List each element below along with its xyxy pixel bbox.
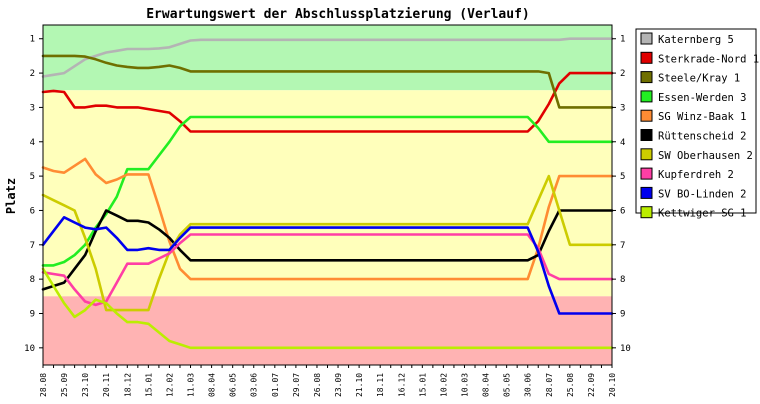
legend-box [635,28,757,214]
x-tick-label: 11.03 [187,373,196,397]
y-tick-label-right: 4 [620,138,625,148]
series-line-7 [41,174,614,312]
legend-label: Essen-Werden 3 [658,92,747,104]
x-tick-label: 18.12 [123,373,132,397]
series-line-6 [41,209,614,291]
x-tick-label: 23.10 [81,373,90,397]
legend-swatch [640,51,653,64]
x-tick-label: 08.04 [208,373,217,397]
legend-label: Kupferdreh 2 [658,169,734,181]
y-tick-label-right: 6 [620,206,625,216]
x-tick-label: 05.05 [503,373,512,397]
x-tick-label: 26.08 [313,373,322,397]
y-tick-label-right: 2 [620,69,625,79]
series-line-10 [41,267,614,350]
series-line-9 [41,216,614,315]
legend: Katernberg 5 Sterkrade-Nord 1 Steele/Kray … [635,28,759,220]
y-tick-label-right: 8 [620,275,625,285]
series-line-4 [41,115,614,267]
y-tick-label-left: 5 [30,172,35,182]
legend-swatch [640,206,653,219]
legend-label: Sterkrade-Nord 1 [658,53,759,65]
legend-swatch [640,32,653,45]
legend-swatch [640,167,653,180]
x-tick-label: 08.04 [482,373,491,397]
y-tick-label-left: 4 [30,138,35,148]
x-tick-label: 10.02 [439,373,448,397]
x-tick-label: 12.02 [165,373,174,397]
y-tick-label-right: 1 [620,35,625,45]
x-tick-label: 15.01 [418,373,427,397]
y-tick-label-right: 10 [620,344,631,354]
x-tick-label: 25.09 [60,373,69,397]
y-tick-label-right: 3 [620,103,625,113]
x-tick-label: 06.05 [229,373,238,397]
y-tick-label-right: 9 [620,309,625,319]
y-tick-label-left: 7 [30,241,35,251]
x-tick-label: 29.07 [292,373,301,397]
legend-swatch [640,129,653,141]
x-tick-label: 01.07 [271,373,280,397]
series-line-2 [41,71,614,133]
series-lines [41,37,614,350]
x-tick-label: 16.12 [397,373,406,397]
legend-swatch [640,148,653,161]
legend-label: Katernberg 5 [658,34,734,46]
legend-label: Rüttenscheid 2 [658,131,747,143]
x-tick-label: 30.06 [524,373,533,397]
x-tick-label: 28.08 [39,373,48,397]
legend-label: Steele/Kray 1 [658,73,740,85]
x-tick-label: 18.11 [376,373,385,397]
series-line-1 [41,37,614,78]
legend-label: SV BO-Linden 2 [658,188,747,200]
y-tick-label-left: 1 [30,35,35,45]
x-tick-label: 10.03 [460,373,469,397]
y-tick-label-left: 2 [30,69,35,79]
y-tick-label-left: 6 [30,206,35,216]
y-tick-label-right: 5 [620,172,625,182]
zone-band-1 [43,25,612,91]
legend-swatch [640,109,653,122]
y-tick-label-left: 10 [24,344,35,354]
x-tick-label: 25.08 [566,373,575,397]
chart-title: Erwartungswert der Abschlussplatzierung … [146,7,530,22]
axes: 1 1 2 2 3 3 4 4 5 5 6 6 7 7 8 8 9 9 10 10 28.08 25.09 23.10 20.… [24,24,631,397]
series-line-5 [41,157,614,281]
series-line-8 [41,233,614,307]
zone-band-3 [43,296,612,365]
x-tick-label: 23.09 [334,373,343,397]
legend-swatch [640,90,653,103]
y-tick-label-left: 9 [30,309,35,319]
legend-label: SG Winz-Baak 1 [658,111,747,123]
legend-swatch [640,71,653,84]
y-tick-label-left: 3 [30,103,35,113]
x-tick-label: 22.09 [587,373,596,397]
x-tick-label: 03.06 [250,373,259,397]
x-tick-label: 20.11 [102,373,111,397]
y-tick-label-right: 7 [620,241,625,251]
background-zones [43,25,612,365]
legend-label: Kettwiger SG 1 [658,208,747,220]
y-axis-label: Platz [4,178,18,214]
y-tick-label-left: 8 [30,275,35,285]
series-line-3 [41,54,614,109]
x-tick-label: 28.07 [545,373,554,397]
x-tick-label: 21.10 [355,373,364,397]
zone-band-2 [43,90,612,297]
x-tick-label: 15.01 [144,373,153,397]
legend-swatch [640,186,653,199]
x-tick-label: 20.10 [608,373,617,397]
legend-label: SW Oberhausen 2 [658,150,753,162]
